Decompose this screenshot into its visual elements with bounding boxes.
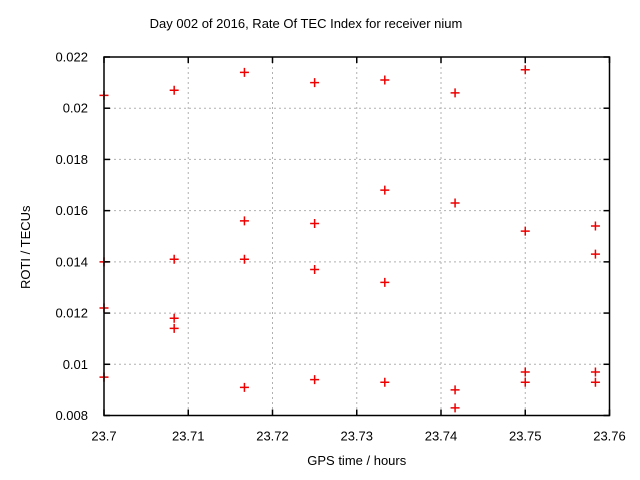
data-point [239, 382, 249, 392]
data-point [520, 377, 530, 387]
data-point [380, 75, 390, 85]
data-point [450, 198, 460, 208]
data-point [380, 277, 390, 287]
data-point [310, 375, 320, 385]
data-point [169, 85, 179, 95]
gridlines [104, 57, 610, 416]
axis-ticks [103, 56, 611, 417]
data-point [310, 218, 320, 228]
y-tick-label: 0.016 [55, 203, 88, 218]
y-axis-title: ROTI / TECUs [18, 205, 33, 289]
data-point [239, 254, 249, 264]
y-tick-label: 0.012 [55, 306, 88, 321]
data-point [590, 367, 600, 377]
y-tick-label: 0.008 [55, 408, 88, 423]
x-tick-label: 23.74 [425, 429, 458, 444]
data-point [239, 67, 249, 77]
y-tick-label: 0.018 [55, 152, 88, 167]
data-point [520, 367, 530, 377]
data-point [380, 185, 390, 195]
data-point [239, 216, 249, 226]
x-axis-title: GPS time / hours [307, 453, 406, 468]
data-point [520, 65, 530, 75]
x-tick-label: 23.73 [340, 429, 373, 444]
data-point [590, 221, 600, 231]
chart-title: Day 002 of 2016, Rate Of TEC Index for r… [150, 16, 463, 31]
tick-labels: 23.7 23.71 23.72 23.73 23.74 23.75 23.76 0.008 0… [55, 50, 625, 444]
y-tick-label: 0.022 [55, 50, 88, 65]
y-tick-label: 0.02 [63, 101, 88, 116]
data-point [450, 385, 460, 395]
x-tick-label: 23.76 [593, 429, 626, 444]
x-tick-label: 23.7 [91, 429, 116, 444]
data-point [310, 265, 320, 275]
data-point [520, 226, 530, 236]
data-point [380, 377, 390, 387]
x-tick-label: 23.75 [509, 429, 542, 444]
x-tick-label: 23.72 [256, 429, 289, 444]
plot-frame [103, 56, 611, 417]
data-point [450, 403, 460, 413]
data-point [169, 313, 179, 323]
data-point [590, 377, 600, 387]
data-point [590, 249, 600, 259]
data-point [450, 88, 460, 98]
data-point [169, 323, 179, 333]
y-tick-label: 0.01 [63, 357, 88, 372]
data-point [310, 78, 320, 88]
data-point [169, 254, 179, 264]
y-tick-label: 0.014 [55, 254, 88, 269]
x-tick-label: 23.71 [172, 429, 205, 444]
plot-border [103, 56, 611, 417]
